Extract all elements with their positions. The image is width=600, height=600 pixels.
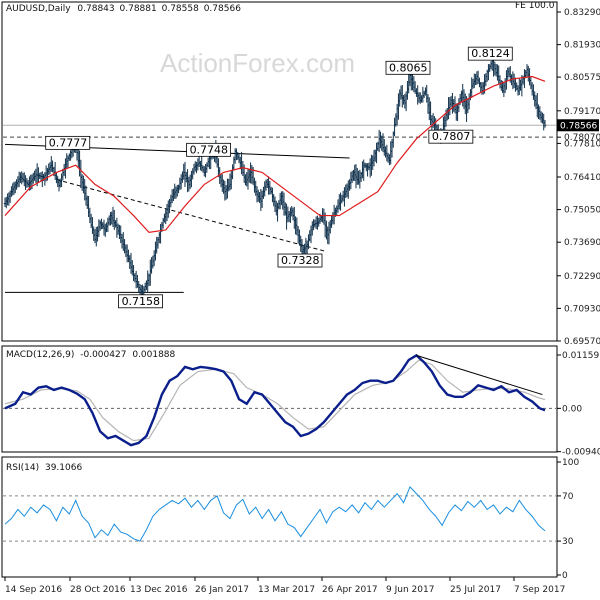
date-tick-label: 9 Jun 2017: [386, 585, 434, 595]
date-tick-label: 14 Sep 2016: [5, 585, 62, 595]
ohlc-bar: [543, 120, 547, 128]
rsi-tick-label: 30: [562, 537, 574, 547]
annotation-label: 0.7328: [281, 254, 320, 267]
annotation-label: 0.7748: [190, 143, 229, 156]
price-title: AUDUSD,Daily 0.78843 0.78881 0.78558 0.7…: [6, 4, 241, 14]
price-panel-frame: [1, 1, 558, 342]
macd-tick-label: 0.01159: [562, 351, 599, 361]
price-tick-label: 0.77810: [564, 139, 600, 149]
macd-axis: 0.01159 0.00 -0.009408: [557, 351, 600, 458]
macd-tick-label: 0.00: [562, 404, 582, 414]
price-tick-label: 0.73690: [564, 238, 600, 248]
date-tick-label: 26 Apr 2017: [322, 585, 378, 595]
rsi-tick-label: 70: [562, 492, 574, 502]
macd-tick-label: -0.009408: [562, 448, 600, 458]
rsi-title: RSI(14) 39.1066: [6, 463, 82, 473]
rsi-panel-frame: [1, 456, 558, 578]
rsi-tick-label: 0: [562, 571, 568, 581]
price-tick-label: 0.76410: [564, 173, 600, 183]
price-tick-label: 0.80575: [564, 73, 600, 83]
date-tick-label: 13 Mar 2017: [258, 585, 315, 595]
annotation-box: [186, 142, 231, 157]
macd-plot: [3, 353, 556, 447]
annotation-label: 0.8124: [471, 47, 510, 60]
trendline: [56, 179, 327, 253]
date-tick-label: 26 Jan 2017: [195, 585, 249, 595]
annotation-box: [385, 60, 431, 75]
rsi-line: [4, 485, 546, 542]
price-tick-label: 0.83290: [564, 8, 600, 18]
price-annotation: 0.7777: [45, 135, 91, 150]
corner-label: FE 100.0: [515, 1, 555, 11]
price-annotation: 0.7328: [277, 253, 323, 268]
annotation-label: 0.8065: [389, 61, 428, 74]
annotation-box: [118, 294, 163, 309]
price-annotation: 0.8124: [467, 46, 513, 61]
price-tick-label: 0.79170: [564, 107, 600, 117]
date-axis: 14 Sep 2016 28 Oct 2016 13 Dec 2016 26 Jan …: [4, 577, 565, 595]
price-annotation: 0.7748: [186, 142, 231, 157]
annotation-label: 0.7158: [122, 295, 161, 308]
annotation-label: 0.7777: [49, 136, 88, 149]
price-tick-label: 0.75050: [564, 206, 600, 216]
macd-line: [4, 353, 546, 447]
annotation-box: [45, 135, 91, 150]
date-tick-label: 28 Oct 2016: [70, 585, 126, 595]
price-tick-label: 0.78070: [564, 133, 600, 143]
date-tick-label: 25 Jul 2017: [450, 585, 501, 595]
watermark: ActionForex.com: [160, 48, 355, 78]
macd-signal-line: [4, 359, 546, 442]
price-annotation: 0.7807: [428, 129, 474, 144]
price-axis: 0.83290 0.81930 0.80575 0.79170 0.780700.778…: [557, 8, 600, 347]
current-price-tag: [557, 119, 599, 132]
annotation-box: [467, 46, 513, 61]
date-tick-label: 7 Sep 2017: [514, 585, 565, 595]
rsi-axis: 100 70 30 0: [557, 458, 579, 581]
macd-trendline: [416, 354, 543, 396]
annotation-label: 0.7807: [432, 130, 471, 143]
date-tick-label: 13 Dec 2016: [130, 585, 188, 595]
moving-average-line: [4, 75, 546, 234]
current-price-label: 0.78566: [560, 121, 597, 131]
macd-panel-frame: [1, 345, 558, 453]
annotation-box: [277, 253, 323, 268]
price-tick-label: 0.81930: [564, 41, 600, 51]
annotation-box: [428, 129, 474, 144]
rsi-plot: [3, 485, 556, 542]
price-tick-label: 0.69570: [564, 337, 600, 347]
price-annotation: 0.8065: [385, 60, 431, 75]
price-annotation: 0.7158: [118, 294, 163, 309]
price-plot: 0.7777 0.7748 0.7158 0.7328 0.8065 0.8124 0.78…: [3, 46, 556, 309]
price-tick-label: 0.70930: [564, 304, 600, 314]
price-tick-label: 0.72290: [564, 272, 600, 282]
rsi-tick-label: 100: [562, 458, 579, 468]
macd-title: MACD(12,26,9) -0.000427 0.001888: [6, 350, 176, 360]
